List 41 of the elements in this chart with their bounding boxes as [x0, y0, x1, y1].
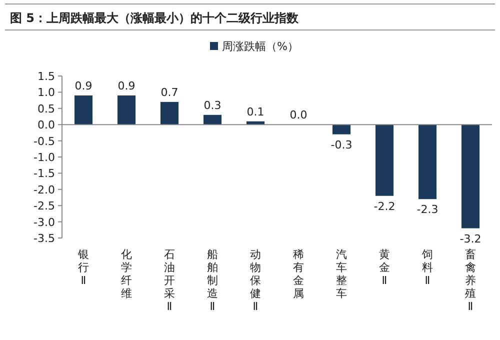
bar [375, 124, 394, 196]
data-label: 0.1 [246, 105, 264, 118]
data-label: -2.3 [416, 203, 438, 216]
data-label: -3.2 [460, 232, 482, 246]
data-label: 0.3 [204, 98, 222, 112]
y-tick-label: -3.5 [34, 232, 55, 245]
x-tick-label: 饲料Ⅱ [421, 248, 433, 287]
data-label: 0.9 [74, 79, 92, 92]
x-tick-label: 动物保健Ⅱ [250, 248, 261, 313]
bar [117, 95, 136, 125]
x-tick-label: 畜禽养殖Ⅱ [465, 248, 476, 313]
data-label: 0.7 [160, 86, 178, 99]
x-tick-label: 稀有金属 [293, 248, 304, 300]
chart-title: 图 5：上周跌幅最大（涨幅最小）的十个二级行业指数 [10, 11, 300, 25]
legend-label: 周涨跌幅（%） [222, 40, 298, 53]
bar [332, 124, 351, 134]
y-tick-label: 1.5 [38, 70, 55, 83]
y-tick-label: -2.5 [34, 200, 55, 213]
y-tick-label: 1.0 [38, 86, 55, 100]
y-tick-label: -1.0 [34, 151, 55, 164]
y-tick-label: 0.5 [38, 102, 55, 116]
bar [418, 124, 437, 200]
y-tick-label: -2.0 [34, 183, 55, 196]
x-tick-label: 化学纤维 [121, 248, 132, 300]
y-tick-label: -1.5 [34, 167, 55, 180]
data-label: -0.3 [330, 138, 352, 152]
y-tick-label: 0.0 [38, 118, 55, 132]
x-tick-label: 石油开采Ⅱ [164, 248, 175, 313]
bar [74, 95, 93, 125]
bar [160, 102, 179, 125]
data-label: 0.0 [290, 108, 308, 122]
y-tick-label: -3.0 [34, 216, 55, 229]
data-label: -2.2 [374, 200, 396, 213]
x-tick-label: 汽车整车 [336, 248, 347, 300]
x-tick-label: 黄金Ⅱ [379, 248, 390, 287]
y-tick-label: -0.5 [34, 134, 55, 148]
x-tick-label: 银行Ⅱ [77, 248, 89, 287]
x-tick-label: 船舶制造Ⅱ [207, 248, 218, 313]
data-label: 0.9 [118, 79, 136, 92]
bar [203, 114, 222, 125]
bar [461, 124, 480, 228]
